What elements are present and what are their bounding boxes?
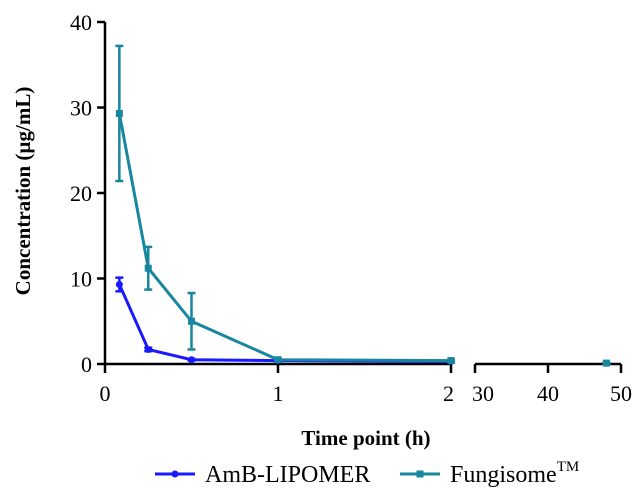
data-point xyxy=(447,357,455,365)
x-tick-label: 1 xyxy=(273,381,284,406)
x-tick-label: 30 xyxy=(472,381,494,406)
data-point xyxy=(115,280,123,288)
data-point xyxy=(188,317,195,325)
data-point xyxy=(274,356,282,364)
tick-labels: 0 10 20 30 40 0 1 2 30 40 50 xyxy=(70,10,632,406)
x-tick-label: 50 xyxy=(610,381,632,406)
series-fungisome xyxy=(115,44,611,367)
data-point xyxy=(144,345,152,353)
series-line xyxy=(117,113,452,363)
y-axis-title: Concentration (µg/mL) xyxy=(11,87,35,296)
legend-swatch-marker xyxy=(171,470,179,478)
legend-label: AmB-LIPOMER xyxy=(205,462,370,488)
data-point xyxy=(188,356,195,364)
y-tick-label: 10 xyxy=(70,267,92,292)
x-axis-title: Time point (h) xyxy=(301,426,430,450)
legend-label: FungisomeTM xyxy=(450,459,579,488)
legend-label-superscript: TM xyxy=(557,459,580,475)
legend-swatch-marker xyxy=(416,470,424,478)
legend: AmB-LIPOMER FungisomeTM xyxy=(155,459,579,488)
y-tick-label: 30 xyxy=(70,96,92,121)
axes xyxy=(97,20,623,373)
x-tick-label: 2 xyxy=(443,381,454,406)
legend-item: AmB-LIPOMER xyxy=(155,462,370,488)
legend-item: FungisomeTM xyxy=(400,459,579,488)
data-point xyxy=(602,359,610,367)
x-tick-label: 0 xyxy=(100,381,111,406)
y-tick-label: 40 xyxy=(70,10,92,35)
plot-area xyxy=(115,44,611,367)
data-point xyxy=(144,264,152,272)
x-tick-label: 40 xyxy=(537,381,559,406)
y-tick-label: 0 xyxy=(81,352,92,377)
y-tick-label: 20 xyxy=(70,181,92,206)
data-point xyxy=(115,109,123,117)
